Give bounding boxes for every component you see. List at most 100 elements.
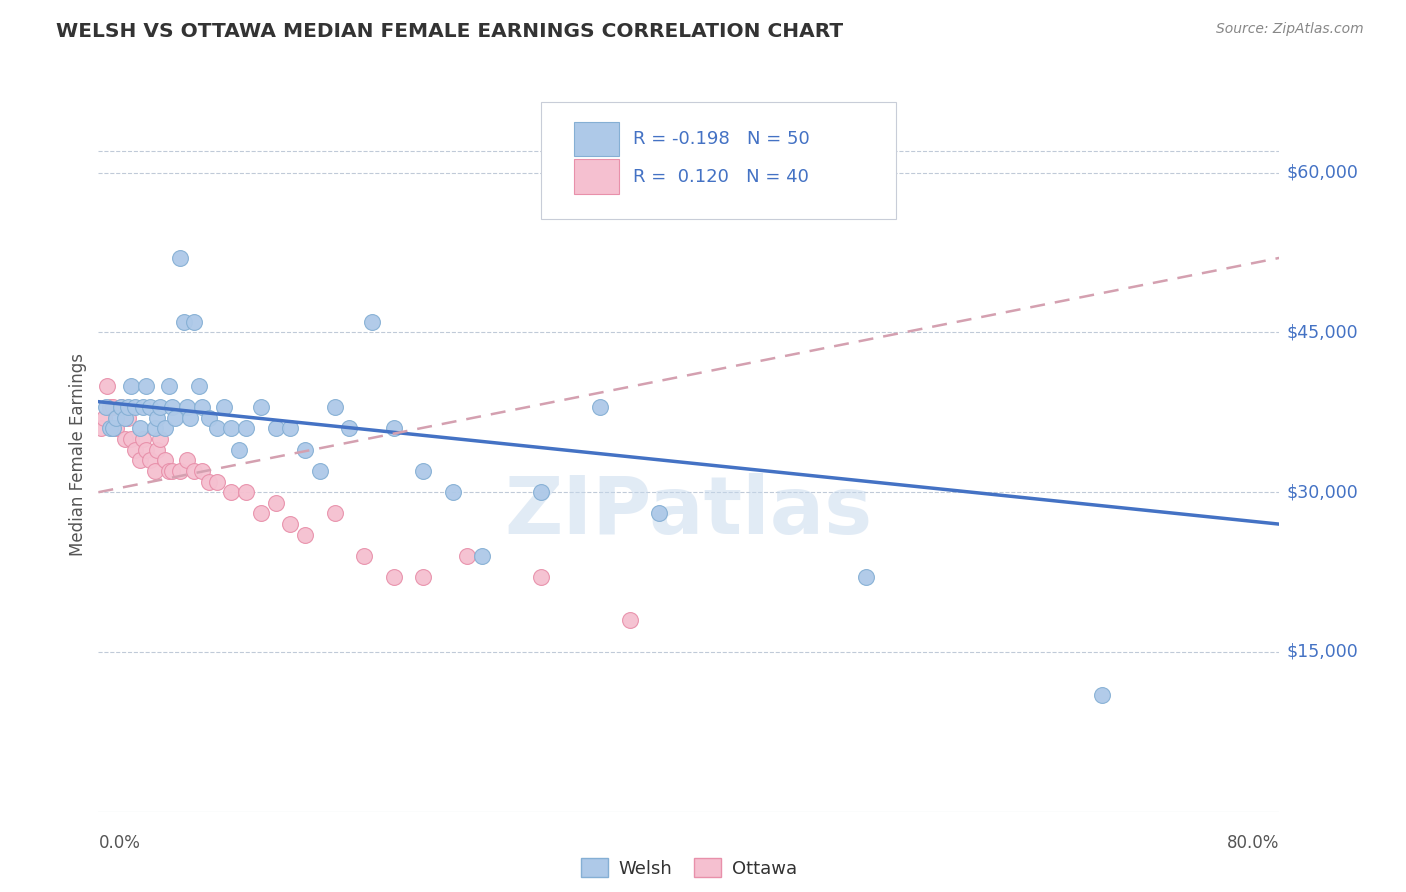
Point bbox=[105, 410, 128, 425]
Point bbox=[162, 400, 183, 414]
Point bbox=[135, 378, 157, 392]
Point bbox=[153, 453, 176, 467]
Point bbox=[143, 464, 166, 478]
Point bbox=[120, 378, 142, 392]
Point bbox=[135, 442, 157, 457]
Point bbox=[169, 464, 191, 478]
Point bbox=[198, 410, 221, 425]
Point bbox=[294, 442, 316, 457]
Point bbox=[157, 464, 180, 478]
Point bbox=[132, 432, 155, 446]
Point bbox=[441, 485, 464, 500]
Point bbox=[198, 475, 221, 489]
Text: $30,000: $30,000 bbox=[1286, 483, 1358, 501]
Point bbox=[323, 400, 346, 414]
Point bbox=[212, 400, 235, 414]
Point bbox=[187, 378, 209, 392]
Point bbox=[153, 421, 176, 435]
Point bbox=[619, 613, 641, 627]
Text: $45,000: $45,000 bbox=[1286, 324, 1358, 342]
Point bbox=[132, 400, 155, 414]
Point bbox=[149, 400, 172, 414]
Text: R =  0.120   N = 40: R = 0.120 N = 40 bbox=[634, 168, 810, 186]
Point bbox=[382, 421, 405, 435]
Point bbox=[120, 432, 142, 446]
Point bbox=[183, 315, 205, 329]
Point bbox=[278, 517, 302, 532]
Point bbox=[103, 400, 125, 414]
Point bbox=[117, 410, 139, 425]
Point bbox=[128, 421, 150, 435]
Point bbox=[235, 485, 257, 500]
Point bbox=[250, 507, 273, 521]
Text: R = -0.198   N = 50: R = -0.198 N = 50 bbox=[634, 130, 810, 148]
Point bbox=[294, 528, 316, 542]
Point bbox=[219, 421, 242, 435]
Point bbox=[98, 421, 121, 435]
Text: WELSH VS OTTAWA MEDIAN FEMALE EARNINGS CORRELATION CHART: WELSH VS OTTAWA MEDIAN FEMALE EARNINGS C… bbox=[56, 22, 844, 41]
Point bbox=[103, 421, 125, 435]
Point bbox=[412, 464, 434, 478]
Point bbox=[139, 453, 162, 467]
Point bbox=[353, 549, 375, 563]
Point bbox=[149, 432, 172, 446]
Text: ZIPatlas: ZIPatlas bbox=[505, 473, 873, 551]
Point bbox=[90, 421, 112, 435]
Point bbox=[105, 421, 128, 435]
Point bbox=[146, 442, 169, 457]
Bar bbox=[575, 121, 619, 156]
Point bbox=[146, 410, 169, 425]
Point bbox=[648, 507, 671, 521]
Point bbox=[309, 464, 332, 478]
Point bbox=[264, 421, 287, 435]
Point bbox=[94, 400, 117, 414]
Point bbox=[117, 400, 139, 414]
Point bbox=[96, 378, 118, 392]
Point bbox=[855, 570, 877, 584]
Point bbox=[323, 507, 346, 521]
Point bbox=[124, 400, 146, 414]
Y-axis label: Median Female Earnings: Median Female Earnings bbox=[69, 353, 87, 557]
FancyBboxPatch shape bbox=[541, 102, 896, 219]
Point bbox=[124, 442, 146, 457]
Point bbox=[456, 549, 478, 563]
Point bbox=[471, 549, 494, 563]
Point bbox=[264, 496, 287, 510]
Point bbox=[337, 421, 360, 435]
Point bbox=[278, 421, 302, 435]
Point bbox=[110, 400, 132, 414]
Point bbox=[98, 400, 121, 414]
Point bbox=[165, 410, 187, 425]
Point bbox=[162, 464, 183, 478]
Point bbox=[219, 485, 242, 500]
Point bbox=[530, 485, 553, 500]
Point bbox=[110, 400, 132, 414]
Point bbox=[169, 251, 191, 265]
Text: 80.0%: 80.0% bbox=[1227, 834, 1279, 852]
Text: $60,000: $60,000 bbox=[1286, 163, 1358, 182]
Point bbox=[176, 453, 198, 467]
Point bbox=[412, 570, 434, 584]
Legend: Welsh, Ottawa: Welsh, Ottawa bbox=[574, 851, 804, 885]
Point bbox=[173, 315, 195, 329]
Point bbox=[360, 315, 382, 329]
Point bbox=[93, 410, 115, 425]
Text: 0.0%: 0.0% bbox=[98, 834, 141, 852]
Point bbox=[205, 475, 228, 489]
Point bbox=[250, 400, 273, 414]
Point bbox=[176, 400, 198, 414]
Point bbox=[589, 400, 612, 414]
Point bbox=[530, 570, 553, 584]
Point bbox=[191, 400, 214, 414]
Point bbox=[235, 421, 257, 435]
Point bbox=[157, 378, 180, 392]
Point bbox=[382, 570, 405, 584]
Point bbox=[114, 432, 136, 446]
Point bbox=[114, 410, 136, 425]
Point bbox=[143, 421, 166, 435]
Bar bbox=[575, 160, 619, 194]
Text: $15,000: $15,000 bbox=[1286, 643, 1358, 661]
Point bbox=[139, 400, 162, 414]
Point bbox=[1091, 688, 1114, 702]
Point bbox=[228, 442, 250, 457]
